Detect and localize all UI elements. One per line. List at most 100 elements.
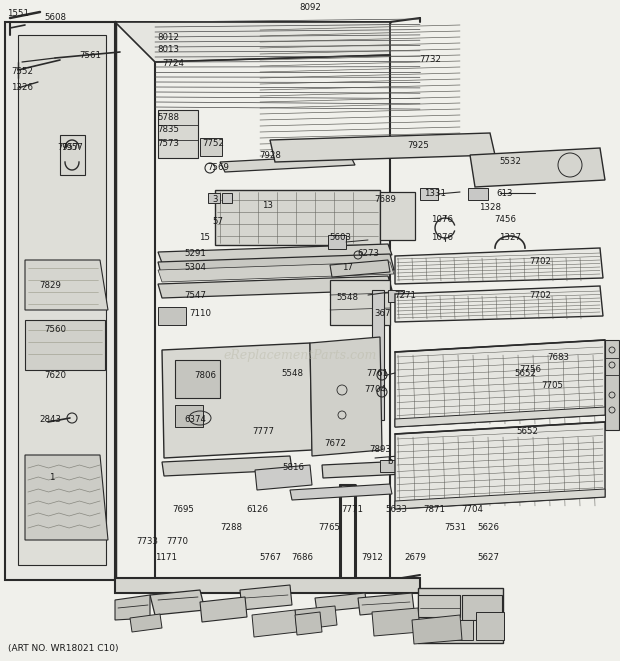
Text: 5548: 5548 [336,293,358,301]
Text: 17: 17 [342,262,353,272]
Text: 5652: 5652 [514,368,536,377]
Text: 5627: 5627 [477,553,499,563]
Bar [476,612,504,640]
Polygon shape [115,22,390,62]
Text: 5304: 5304 [184,264,206,272]
Text: 8012: 8012 [157,34,179,42]
Polygon shape [295,612,322,635]
Text: 6126: 6126 [246,506,268,514]
Text: 5767: 5767 [259,553,281,563]
Text: 7912: 7912 [361,553,383,563]
Bar [328,235,346,249]
Bar [418,595,460,617]
Text: 7957: 7957 [58,143,79,153]
Text: eReplacementParts.com: eReplacementParts.com [223,348,377,362]
Polygon shape [60,135,85,175]
Bar [175,405,203,427]
Text: 7835: 7835 [157,126,179,134]
Polygon shape [162,343,312,458]
Text: (ART NO. WR18021 C10): (ART NO. WR18021 C10) [8,644,118,652]
Text: 8013: 8013 [157,46,179,54]
Text: 7925: 7925 [407,141,429,149]
Polygon shape [470,148,605,187]
Bar [420,188,438,200]
Text: 7110: 7110 [189,309,211,317]
Polygon shape [270,133,495,162]
Text: 7288: 7288 [220,522,242,531]
Text: 7547: 7547 [184,290,206,299]
Text: 7871: 7871 [423,506,445,514]
Polygon shape [25,455,108,540]
Text: 7271: 7271 [394,290,416,299]
Text: 7761: 7761 [366,368,388,377]
Polygon shape [395,489,605,509]
Text: 1328: 1328 [479,202,501,212]
Text: 1551: 1551 [7,9,29,19]
Text: 7806: 7806 [194,371,216,379]
Polygon shape [395,422,605,509]
Text: 7756: 7756 [519,366,541,375]
Text: b: b [388,457,392,467]
Bar [418,588,503,643]
Polygon shape [295,606,337,630]
Text: 7770: 7770 [166,537,188,547]
Text: 5626: 5626 [477,522,499,531]
Polygon shape [150,590,205,615]
Text: 3: 3 [212,196,218,204]
Bar [330,280,390,325]
Bar [208,193,220,203]
Polygon shape [240,585,292,610]
Polygon shape [412,615,462,644]
Text: 5816: 5816 [282,463,304,473]
Text: 7569: 7569 [207,163,229,173]
Bar [418,620,473,640]
Polygon shape [200,597,247,622]
Polygon shape [322,460,426,478]
Polygon shape [290,484,392,500]
Text: 367: 367 [374,309,391,317]
Polygon shape [395,248,603,284]
Polygon shape [252,610,297,637]
Bar [372,290,384,420]
Text: 7928: 7928 [259,151,281,159]
Bar [468,188,488,200]
Text: 7695: 7695 [172,506,194,514]
Polygon shape [25,260,108,310]
Text: 2843: 2843 [39,416,61,424]
Polygon shape [115,595,150,620]
Bar [175,360,220,398]
Text: 1326: 1326 [11,83,33,93]
Text: 7733: 7733 [136,537,158,547]
Polygon shape [5,22,115,580]
Polygon shape [358,593,414,615]
Bar [380,192,415,240]
Polygon shape [395,340,605,427]
Polygon shape [310,337,382,456]
Polygon shape [395,407,605,427]
Text: 7573: 7573 [157,139,179,147]
Text: 7765: 7765 [318,522,340,531]
Text: 7771: 7771 [341,506,363,514]
Text: 6374: 6374 [184,416,206,424]
Text: 8092: 8092 [299,3,321,13]
Polygon shape [395,286,603,322]
Text: 5608: 5608 [44,13,66,22]
Bar [115,578,420,593]
Polygon shape [158,276,392,298]
Text: 7752: 7752 [202,139,224,147]
Text: 7456: 7456 [494,215,516,225]
Text: 7552: 7552 [11,67,33,77]
Text: 7689: 7689 [374,196,396,204]
Text: 7561: 7561 [79,50,101,59]
Text: 7777: 7777 [252,428,274,436]
Polygon shape [162,456,292,476]
Polygon shape [255,465,312,490]
Text: 1171: 1171 [155,553,177,563]
Text: 5548: 5548 [281,368,303,377]
Text: 5633: 5633 [385,506,407,514]
Polygon shape [220,155,355,172]
Text: 2679: 2679 [404,553,426,563]
Text: 7683: 7683 [547,354,569,362]
Text: 7620: 7620 [44,371,66,379]
Text: 7686: 7686 [291,553,313,563]
